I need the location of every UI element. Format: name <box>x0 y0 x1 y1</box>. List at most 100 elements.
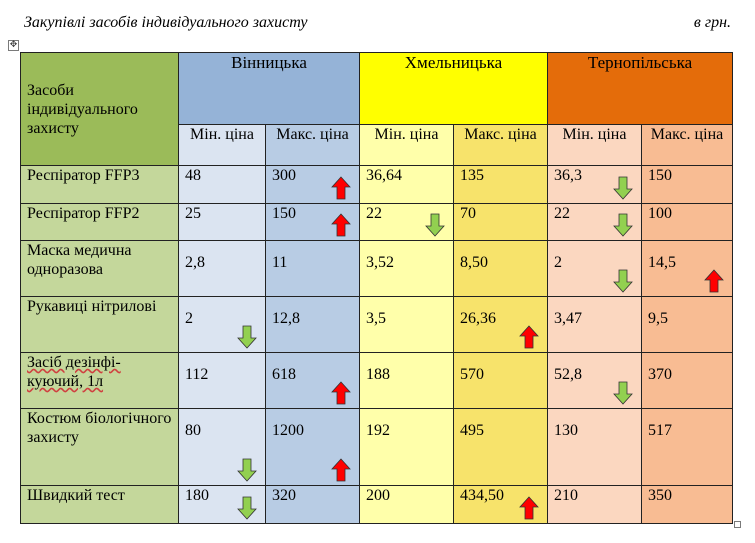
price-value: 130 <box>554 422 578 439</box>
table-row: Респіратор FFP3 48 300 36,64 135 36,3 150 <box>20 165 733 204</box>
row-item-label: Рукавиці нітрилові <box>20 296 179 353</box>
price-cell: 3,47 <box>547 296 642 353</box>
row-item-label: Швидкий тест <box>20 485 179 524</box>
price-value: 48 <box>185 167 201 184</box>
city-header-ternopilska: Тернопільська <box>547 52 733 125</box>
row-item-label: Маска медична одноразова <box>20 240 179 297</box>
price-value: 8,50 <box>460 254 488 271</box>
min-price-header: Мін. ціна <box>359 124 454 166</box>
city-header-khmelnytska: Хмельницька <box>359 52 548 125</box>
price-value: 320 <box>272 487 296 504</box>
price-cell: 22 <box>359 203 454 241</box>
price-value: 2 <box>554 254 562 271</box>
price-cell: 12,8 <box>265 296 360 353</box>
price-cell: 3,5 <box>359 296 454 353</box>
table-move-handle-icon[interactable]: ✥ <box>8 40 19 51</box>
red-up-arrow-icon <box>519 496 539 520</box>
price-value: 350 <box>648 487 672 504</box>
price-value: 192 <box>366 422 390 439</box>
price-cell: 300 <box>265 165 360 204</box>
green-down-arrow-icon <box>425 213 445 237</box>
red-up-arrow-icon <box>704 269 724 293</box>
price-cell: 14,5 <box>641 240 733 297</box>
max-price-header: Макс. ціна <box>265 124 360 166</box>
price-value: 36,64 <box>366 167 402 184</box>
price-value: 100 <box>648 205 672 222</box>
price-value: 2 <box>185 310 193 327</box>
price-value: 618 <box>272 366 296 383</box>
green-down-arrow-icon <box>237 325 257 349</box>
price-cell: 192 <box>359 408 454 486</box>
price-cell: 188 <box>359 352 454 409</box>
price-value: 11 <box>272 254 288 271</box>
price-value: 22 <box>554 205 570 222</box>
red-up-arrow-icon <box>331 213 351 237</box>
price-value: 52,8 <box>554 366 582 383</box>
green-down-arrow-icon <box>237 458 257 482</box>
header-item-label: Засоби індивідуального захисту <box>20 52 179 166</box>
green-down-arrow-icon <box>237 496 257 520</box>
row-item-label: Костюм біологічного захисту <box>20 408 179 486</box>
price-cell: 36,3 <box>547 165 642 204</box>
price-value: 26,36 <box>460 310 496 327</box>
table-row: Швидкий тест 180 320 200 434,50 210 350 <box>20 485 733 524</box>
price-value: 80 <box>185 422 201 439</box>
price-value: 36,3 <box>554 167 582 184</box>
price-value: 200 <box>366 487 390 504</box>
price-cell: 2,8 <box>178 240 266 297</box>
price-cell: 2 <box>178 296 266 353</box>
price-cell: 52,8 <box>547 352 642 409</box>
table-row: Респіратор FFP2 25 150 22 70 22 100 <box>20 203 733 241</box>
green-down-arrow-icon <box>613 213 633 237</box>
price-value: 434,50 <box>460 487 504 504</box>
price-cell: 80 <box>178 408 266 486</box>
table-row: Маска медична одноразова 2,8 11 3,52 8,50 2 14… <box>20 240 733 297</box>
price-cell: 22 <box>547 203 642 241</box>
price-cell: 112 <box>178 352 266 409</box>
red-up-arrow-icon <box>519 325 539 349</box>
price-value: 495 <box>460 422 484 439</box>
price-value: 112 <box>185 366 209 383</box>
row-item-label: Респіратор FFP2 <box>20 203 179 241</box>
red-up-arrow-icon <box>331 176 351 200</box>
red-up-arrow-icon <box>331 381 351 405</box>
price-value: 370 <box>648 366 672 383</box>
price-value: 9,5 <box>648 310 668 327</box>
table-row: Костюм біологічного захисту 80 1200 192 495 1… <box>20 408 733 486</box>
price-cell: 100 <box>641 203 733 241</box>
price-value: 1200 <box>272 422 304 439</box>
price-cell: 11 <box>265 240 360 297</box>
price-value: 570 <box>460 366 484 383</box>
price-cell: 495 <box>453 408 548 486</box>
price-value: 3,47 <box>554 310 582 327</box>
price-cell: 150 <box>641 165 733 204</box>
price-value: 12,8 <box>272 310 300 327</box>
price-cell: 2 <box>547 240 642 297</box>
price-value: 70 <box>460 205 476 222</box>
table-row: Рукавиці нітрилові 2 12,8 3,5 26,36 3,47 9,5 <box>20 296 733 353</box>
page-title: Закупівлі засобів індивідуального захист… <box>24 14 308 31</box>
price-cell: 36,64 <box>359 165 454 204</box>
price-cell: 1200 <box>265 408 360 486</box>
price-cell: 3,52 <box>359 240 454 297</box>
price-value: 135 <box>460 167 484 184</box>
price-cell: 350 <box>641 485 733 524</box>
price-cell: 370 <box>641 352 733 409</box>
price-cell: 8,50 <box>453 240 548 297</box>
price-value: 210 <box>554 487 578 504</box>
price-cell: 210 <box>547 485 642 524</box>
price-cell: 570 <box>453 352 548 409</box>
row-item-label: Засіб дезінфі-куючий, 1л <box>20 352 179 409</box>
price-cell: 130 <box>547 408 642 486</box>
min-price-header: Мін. ціна <box>547 124 642 166</box>
table-resize-handle-icon[interactable] <box>734 521 741 528</box>
price-cell: 25 <box>178 203 266 241</box>
price-value: 300 <box>272 167 296 184</box>
prices-table: Засоби індивідуального захисту Вінницька… <box>20 52 733 524</box>
price-value: 150 <box>648 167 672 184</box>
table-row: Засіб дезінфі-куючий, 1л 112 618 188 570 52,8… <box>20 352 733 409</box>
row-item-label: Респіратор FFP3 <box>20 165 179 204</box>
price-cell: 135 <box>453 165 548 204</box>
price-cell: 618 <box>265 352 360 409</box>
min-price-header: Мін. ціна <box>178 124 266 166</box>
